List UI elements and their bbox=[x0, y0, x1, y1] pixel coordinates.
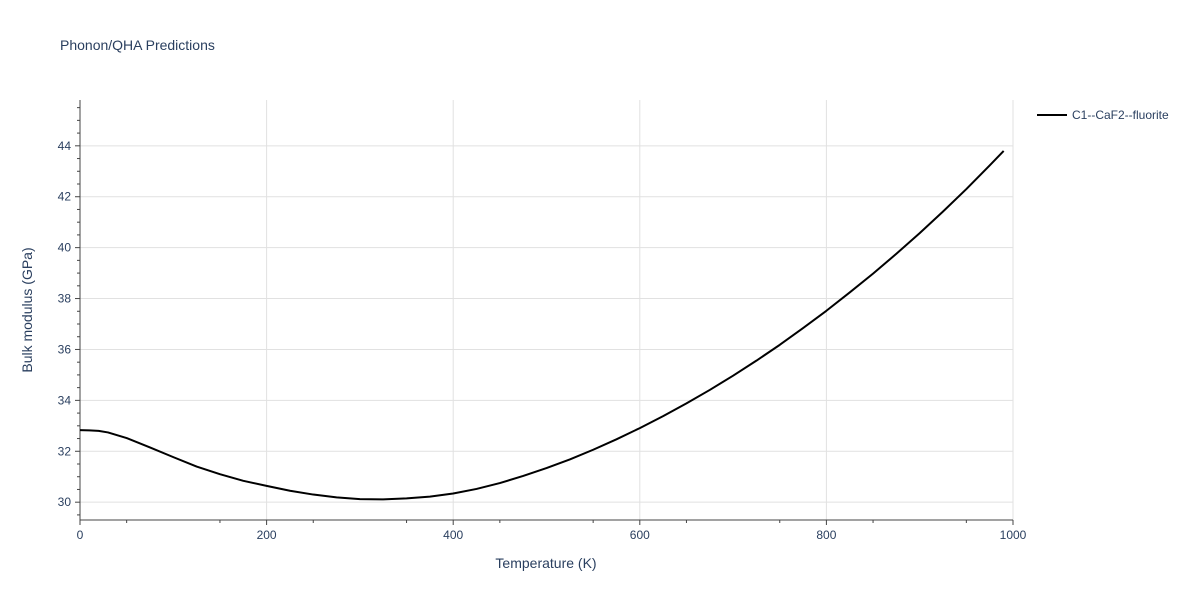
x-axis-title: Temperature (K) bbox=[495, 555, 596, 571]
y-axis-title: Bulk modulus (GPa) bbox=[19, 247, 35, 372]
y-tick-label: 42 bbox=[58, 190, 72, 204]
y-tick-label: 38 bbox=[58, 292, 72, 306]
grid-layer bbox=[80, 100, 1014, 520]
chart-title: Phonon/QHA Predictions bbox=[60, 37, 215, 53]
legend-label: C1--CaF2--fluorite bbox=[1072, 108, 1169, 122]
x-tick-label: 600 bbox=[630, 528, 650, 542]
y-tick-label: 30 bbox=[58, 495, 72, 509]
y-tick-label: 40 bbox=[58, 241, 72, 255]
axis-layer: 0 200 400 600 800 1000 30 32 34 36 38 40 42 44 bbox=[58, 100, 1027, 542]
x-tick-label: 400 bbox=[443, 528, 463, 542]
x-tick-label: 1000 bbox=[1000, 528, 1027, 542]
legend[interactable]: C1--CaF2--fluorite bbox=[1037, 108, 1169, 122]
y-tick-label: 36 bbox=[58, 342, 72, 356]
y-tick-label: 44 bbox=[58, 139, 72, 153]
x-tick-label: 200 bbox=[257, 528, 277, 542]
series-line-0[interactable] bbox=[79, 150, 1005, 501]
x-tick-label: 800 bbox=[816, 528, 836, 542]
x-tick-label: 0 bbox=[77, 528, 84, 542]
y-tick-label: 32 bbox=[58, 444, 72, 458]
series-layer bbox=[79, 150, 1005, 501]
y-tick-label: 34 bbox=[58, 393, 72, 407]
